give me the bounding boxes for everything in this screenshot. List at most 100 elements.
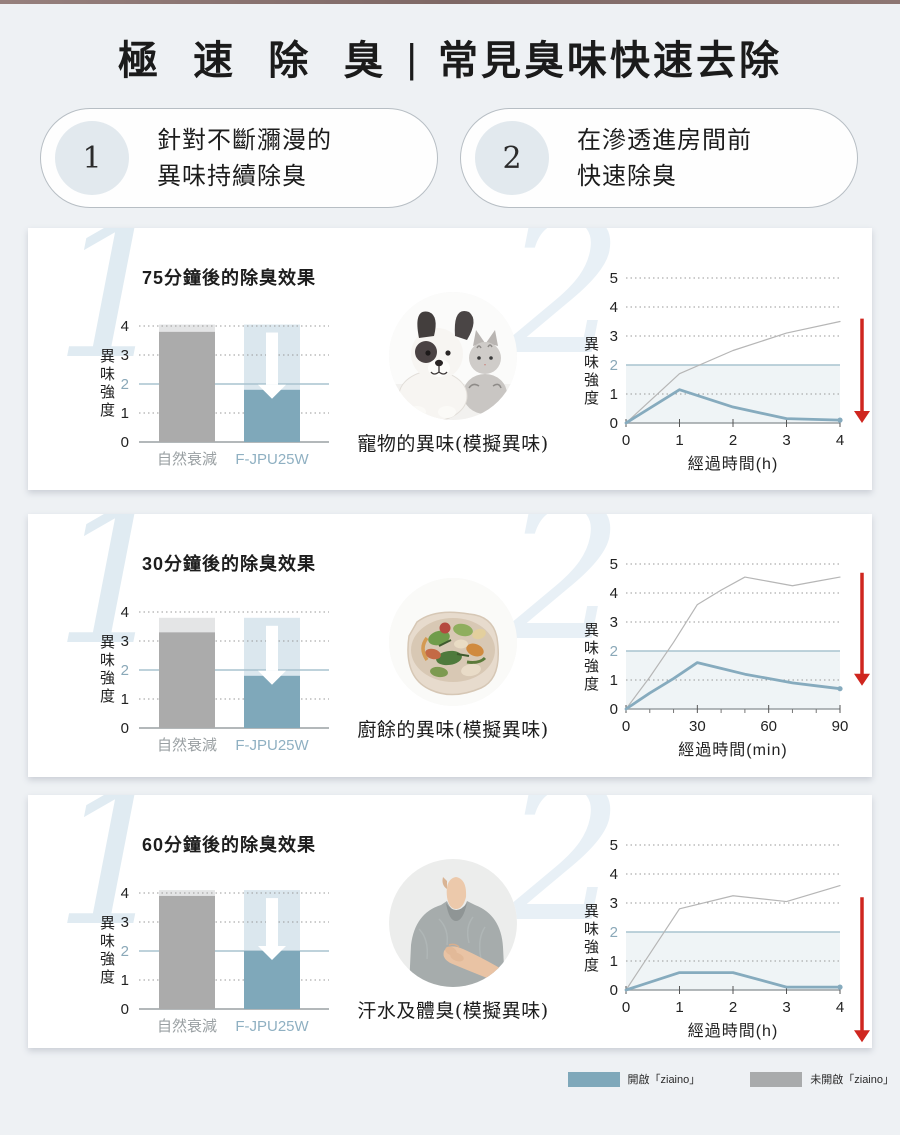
- line-chart-ylabel: 異味強度: [582, 336, 599, 408]
- svg-text:4: 4: [610, 866, 618, 883]
- svg-text:1: 1: [675, 432, 683, 449]
- line-chart-block-pets: 異味強度 0 1 2 3 4 5 0 1 2 3 4 經過時間(h): [578, 258, 872, 488]
- photo-caption: 廚餘的異味(模擬異味): [357, 719, 549, 741]
- svg-text:自然衰減: 自然衰減: [157, 737, 217, 754]
- svg-text:5: 5: [610, 270, 618, 287]
- legend-swatch-gray: [750, 1071, 803, 1087]
- svg-text:30: 30: [689, 718, 706, 735]
- svg-text:1: 1: [610, 953, 618, 970]
- photo-caption: 寵物的異味(模擬異味): [357, 433, 549, 455]
- dog-and-cat-illustration: [389, 292, 517, 420]
- line-chart-block-sweat: 異味強度 0 1 2 3 4 5 0 1 2 3 4 經過時間(h): [578, 825, 872, 1048]
- svg-text:3: 3: [610, 614, 618, 631]
- svg-text:3: 3: [121, 347, 129, 364]
- svg-text:F-JPU25W: F-JPU25W: [235, 1018, 309, 1035]
- svg-text:4: 4: [610, 585, 618, 602]
- callout-1-number-badge: 1: [55, 121, 129, 195]
- bar-chart-sweat: 0 1 2 3 4 自然衰減 F-JPU25W: [121, 885, 329, 1035]
- svg-text:F-JPU25W: F-JPU25W: [235, 737, 309, 754]
- svg-text:4: 4: [836, 999, 844, 1016]
- svg-text:2: 2: [121, 376, 129, 393]
- svg-text:60: 60: [760, 718, 777, 735]
- svg-text:1: 1: [610, 386, 618, 403]
- title-divider: |: [406, 37, 417, 81]
- legend-item-ziaino-on: 開啟「ziaino」: [567, 1071, 701, 1087]
- svg-text:0: 0: [121, 434, 129, 451]
- page-title-left: 極 速 除 臭: [118, 39, 396, 83]
- svg-text:3: 3: [782, 432, 790, 449]
- bar-chart-title: 75分鐘後的除臭效果: [141, 268, 317, 288]
- svg-text:經過時間(h): 經過時間(h): [688, 1022, 779, 1040]
- callout-2-text: 在滲透進房間前 快速除臭: [577, 122, 752, 194]
- legend-item-ziaino-off: 未開啟「ziaino」: [750, 1071, 894, 1087]
- callout-2: 2 在滲透進房間前 快速除臭: [460, 108, 858, 208]
- svg-text:3: 3: [782, 999, 790, 1016]
- svg-text:5: 5: [610, 556, 618, 573]
- svg-text:4: 4: [610, 299, 618, 316]
- svg-text:0: 0: [622, 432, 630, 449]
- line-chart-waste: 0 1 2 3 4 5 0 30 60 90 經過時間(min): [610, 556, 870, 759]
- bar-chart-ylabel: 異味強度: [98, 915, 115, 987]
- photo-block-waste: 廚餘的異味(模擬異味): [318, 578, 588, 742]
- svg-text:2: 2: [729, 432, 737, 449]
- line-chart-ylabel: 異味強度: [582, 622, 599, 694]
- photo-caption: 汗水及體臭(模擬異味): [357, 1000, 549, 1022]
- svg-text:4: 4: [121, 318, 129, 335]
- pets-photo: [389, 292, 517, 420]
- sweat-photo: [389, 859, 517, 987]
- chart-legend: 開啟「ziaino」 未開啟「ziaino」: [567, 1071, 894, 1087]
- svg-text:3: 3: [610, 328, 618, 345]
- callout-2-number-badge: 2: [475, 121, 549, 195]
- bar-chart-title: 30分鐘後的除臭效果: [141, 554, 317, 574]
- svg-text:3: 3: [610, 895, 618, 912]
- bar-chart-block-pets: 75分鐘後的除臭效果 異味強度 0 1 2 3 4 自然衰減 F-JPU25W: [84, 264, 374, 490]
- svg-text:自然衰減: 自然衰減: [157, 1018, 217, 1035]
- line-chart-ylabel: 異味強度: [582, 903, 599, 975]
- callout-1-line1: 針對不斷瀰漫的: [157, 126, 332, 154]
- photo-block-pets: 寵物的異味(模擬異味): [318, 292, 588, 456]
- line-chart-sweat: 0 1 2 3 4 5 0 1 2 3 4 經過時間(h): [610, 837, 870, 1043]
- panel-sweat-odor: 1 2 60分鐘後的除臭效果 異味強度 0 1 2 3 4 自然衰減 F-JPU25W 汗水…: [28, 795, 872, 1048]
- svg-text:0: 0: [610, 415, 618, 432]
- svg-text:2: 2: [610, 643, 618, 660]
- svg-text:0: 0: [622, 999, 630, 1016]
- svg-text:自然衰減: 自然衰減: [157, 451, 217, 468]
- svg-text:1: 1: [121, 691, 129, 708]
- callout-2-line1: 在滲透進房間前: [577, 126, 752, 154]
- svg-text:90: 90: [832, 718, 849, 735]
- svg-text:經過時間(h): 經過時間(h): [688, 455, 779, 473]
- photo-block-sweat: 汗水及體臭(模擬異味): [318, 859, 588, 1023]
- food-waste-illustration: [389, 578, 517, 706]
- panel-kitchen-waste-odor: 1 2 30分鐘後的除臭效果 異味強度 0 1 2 3 4 自然衰減 F-JPU25W: [28, 514, 872, 777]
- top-accent-strip: [0, 0, 900, 4]
- svg-text:經過時間(min): 經過時間(min): [678, 741, 787, 759]
- svg-text:4: 4: [836, 432, 844, 449]
- legend-label-on: 開啟「ziaino」: [627, 1074, 701, 1086]
- svg-text:2: 2: [610, 357, 618, 374]
- bar-chart-ylabel: 異味強度: [98, 348, 115, 420]
- svg-text:2: 2: [121, 662, 129, 679]
- page-title-right: 常見臭味快速去除: [437, 39, 782, 83]
- callout-1: 1 針對不斷瀰漫的 異味持續除臭: [40, 108, 438, 208]
- legend-label-off: 未開啟「ziaino」: [810, 1074, 894, 1086]
- panel-pet-odor: 1 2 75分鐘後的除臭效果 異味強度 0 1 2 3 4 自然衰減 F-JPU25W: [28, 228, 872, 490]
- svg-text:2: 2: [729, 999, 737, 1016]
- bar-chart-title: 60分鐘後的除臭效果: [141, 835, 317, 855]
- svg-text:F-JPU25W: F-JPU25W: [235, 451, 309, 468]
- line-chart-block-waste: 異味強度 0 1 2 3 4 5 0 30 60 90 經過時間(min): [578, 544, 872, 774]
- svg-text:1: 1: [675, 999, 683, 1016]
- svg-text:3: 3: [121, 633, 129, 650]
- bar-chart-pets: 0 1 2 3 4 自然衰減 F-JPU25W: [121, 318, 329, 468]
- callout-1-text: 針對不斷瀰漫的 異味持續除臭: [157, 122, 332, 194]
- page-title: 極 速 除 臭 | 常見臭味快速去除: [0, 28, 900, 86]
- legend-swatch-blue: [567, 1071, 620, 1087]
- svg-text:1: 1: [610, 672, 618, 689]
- svg-text:4: 4: [121, 885, 129, 902]
- line-chart-pets: 0 1 2 3 4 5 0 1 2 3 4 經過時間(h): [610, 270, 870, 473]
- callout-2-line2: 快速除臭: [577, 162, 677, 190]
- svg-text:1: 1: [121, 972, 129, 989]
- svg-text:5: 5: [610, 837, 618, 854]
- svg-text:3: 3: [121, 914, 129, 931]
- bar-chart-ylabel: 異味強度: [98, 634, 115, 706]
- svg-text:0: 0: [610, 701, 618, 718]
